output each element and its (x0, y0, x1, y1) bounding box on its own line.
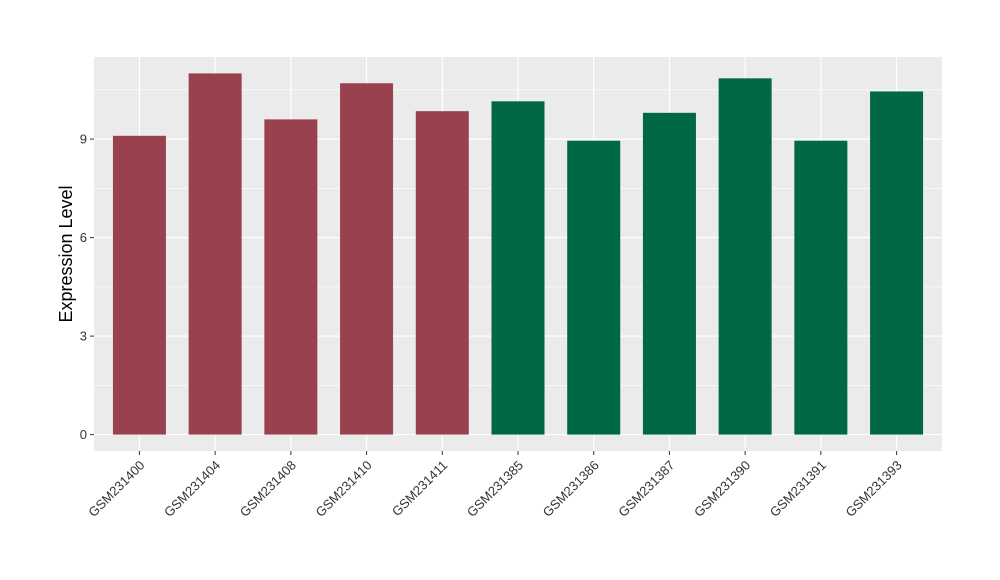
x-tick-label: GSM231408 (237, 458, 299, 520)
y-axis: 0 3 6 9 (80, 132, 94, 442)
x-tick-label: GSM231411 (389, 458, 451, 520)
y-axis-title: Expression Level (56, 185, 76, 322)
bar-gsm231390 (718, 78, 772, 435)
y-tick-label: 6 (80, 230, 87, 245)
x-tick-label: GSM231386 (540, 458, 602, 520)
x-tick-label: GSM231391 (767, 458, 829, 520)
y-tick-label: 3 (80, 329, 87, 344)
bar-gsm231391 (794, 140, 848, 435)
bar-gsm231387 (642, 112, 696, 435)
bar-gsm231400 (112, 135, 166, 435)
bar-gsm231385 (491, 101, 545, 435)
y-tick-label: 0 (80, 427, 87, 442)
bar-gsm231393 (870, 91, 924, 435)
x-tick-label: GSM231410 (312, 458, 374, 520)
bar-gsm231386 (567, 140, 621, 435)
y-tick-label: 9 (80, 132, 87, 147)
bar-gsm231411 (415, 111, 469, 435)
x-tick-label: GSM231387 (615, 458, 677, 520)
x-tick-label: GSM231400 (85, 458, 147, 520)
bar-gsm231410 (340, 83, 394, 435)
bars (112, 73, 924, 435)
x-tick-label: GSM231390 (691, 458, 753, 520)
bar-gsm231408 (264, 119, 318, 435)
x-tick-label: GSM231393 (842, 458, 904, 520)
x-tick-label: GSM231404 (161, 458, 223, 520)
x-axis: GSM231400 GSM231404 GSM231408 GSM231410 GSM2… (85, 451, 905, 520)
bar-gsm231404 (188, 73, 242, 435)
x-tick-label: GSM231385 (464, 458, 526, 520)
